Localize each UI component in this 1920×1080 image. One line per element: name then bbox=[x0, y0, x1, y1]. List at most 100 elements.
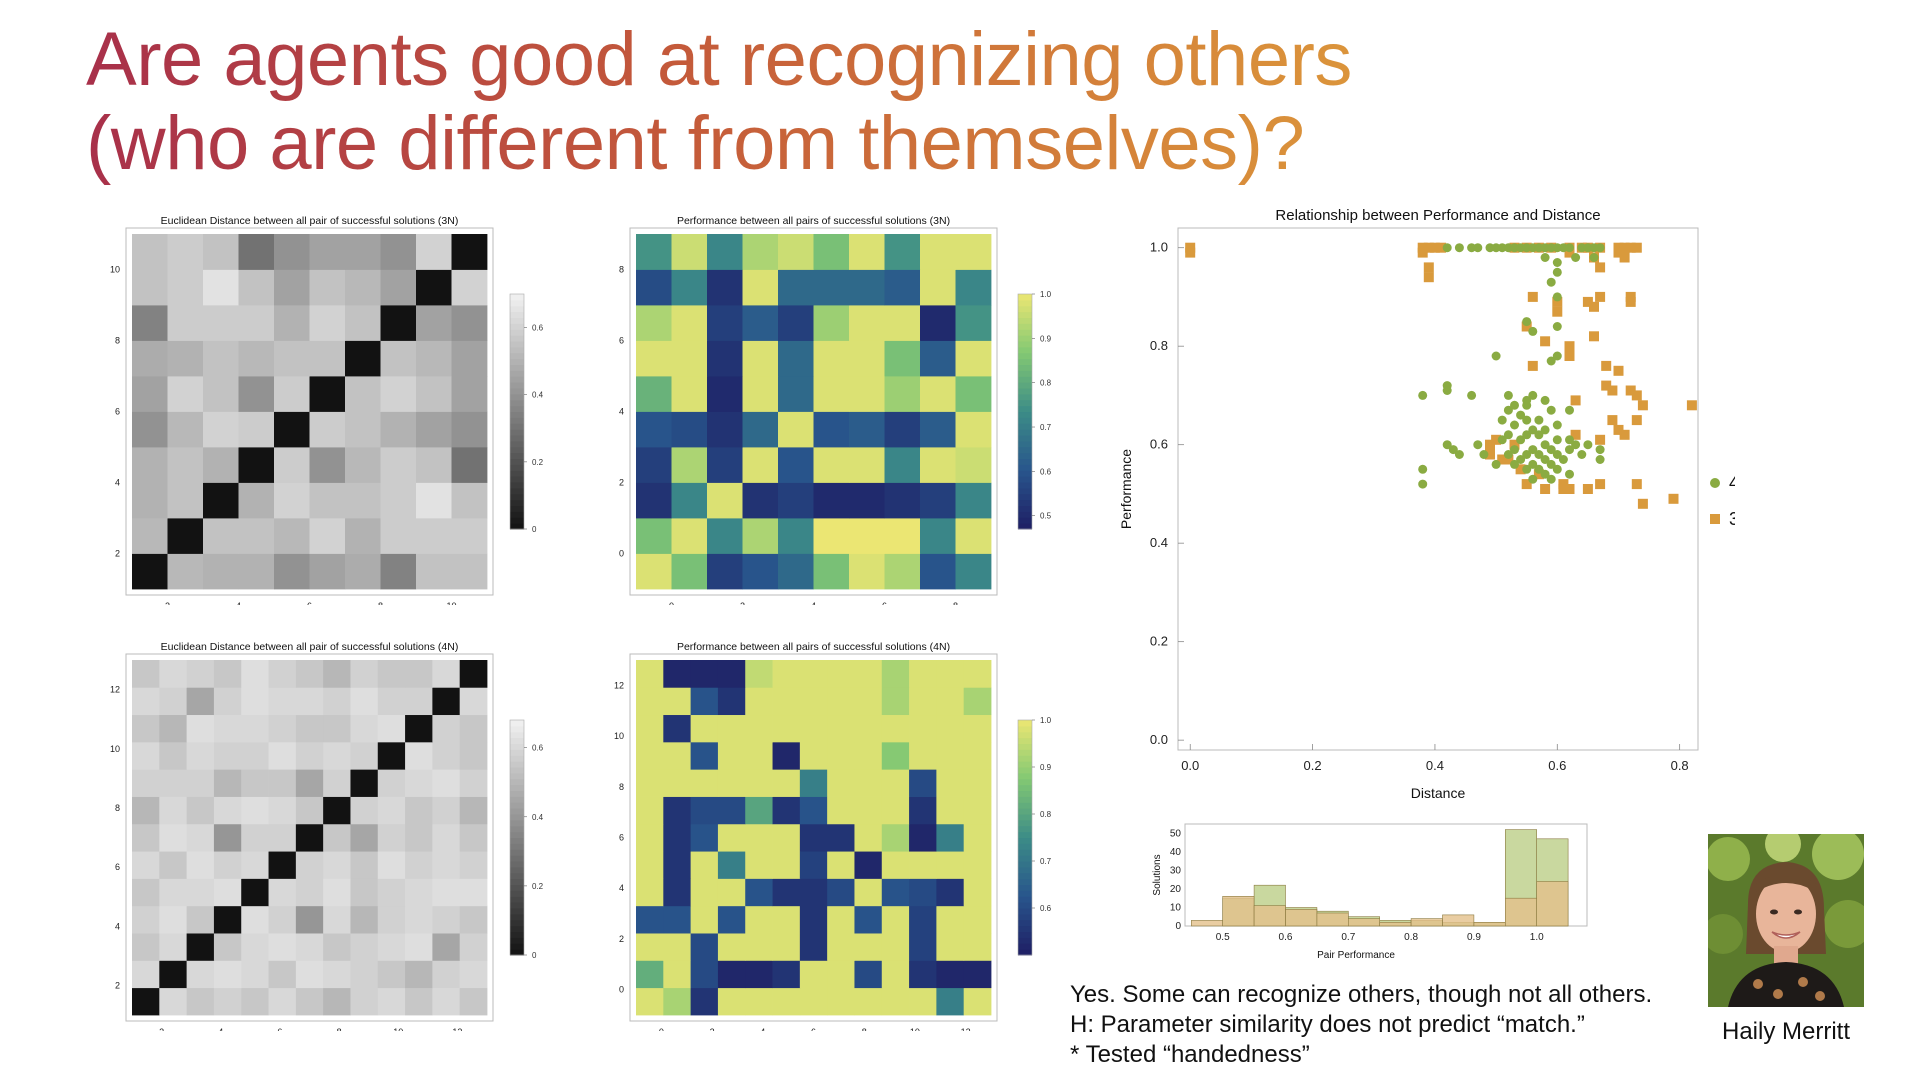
heatmap-cell bbox=[881, 933, 910, 961]
heatmap-cell bbox=[241, 933, 269, 961]
colorbar-tick-label: 1.0 bbox=[1040, 716, 1052, 725]
heatmap-cell bbox=[405, 687, 433, 716]
heatmap-cell bbox=[238, 234, 275, 270]
heatmap-performance-4n: Performance between all pairs of success… bbox=[614, 641, 1052, 1037]
colorbar-segment bbox=[1018, 364, 1032, 371]
colorbar-segment bbox=[510, 796, 524, 803]
colorbar-segment bbox=[1018, 825, 1032, 833]
heatmap-cell bbox=[920, 234, 956, 270]
colorbar-tick-label: 0.9 bbox=[1040, 763, 1052, 772]
heatmap-cell bbox=[909, 796, 937, 825]
scatter-x-label: Distance bbox=[1411, 785, 1466, 801]
heatmap-cell bbox=[849, 340, 885, 377]
heatmap-cell bbox=[459, 987, 488, 1016]
heatmap-frame bbox=[629, 653, 998, 1022]
scatter-point-3n bbox=[1589, 301, 1599, 312]
heatmap-cell bbox=[405, 823, 433, 852]
heatmap-cell bbox=[955, 447, 992, 483]
colorbar-segment bbox=[1018, 511, 1032, 518]
heatmap-cell bbox=[132, 851, 160, 879]
colorbar-segment bbox=[510, 755, 524, 762]
heatmap-cell bbox=[920, 411, 956, 448]
heatmap-cell bbox=[936, 769, 965, 797]
heatmap-cell bbox=[323, 878, 351, 907]
colorbar-segment bbox=[1018, 843, 1032, 850]
heatmap-distance-3n-panel: Euclidean Distance between all pair of s… bbox=[110, 210, 570, 611]
heatmap-cell bbox=[186, 714, 215, 743]
heatmap-cell bbox=[268, 851, 297, 879]
scatter-y-tick: 0.0 bbox=[1150, 732, 1168, 747]
colorbar-segment bbox=[1018, 755, 1032, 762]
heatmap-cell bbox=[884, 376, 921, 412]
scatter-point-4n bbox=[1571, 253, 1581, 262]
heatmap-cell bbox=[167, 518, 204, 554]
heatmap-cell bbox=[323, 714, 351, 743]
colorbar-segment bbox=[1018, 720, 1032, 727]
heatmap-cell bbox=[323, 769, 351, 797]
heatmap-cell bbox=[405, 660, 433, 688]
scatter-point-4n bbox=[1503, 430, 1513, 440]
colorbar-segment bbox=[510, 784, 524, 792]
scatter-point-3n bbox=[1564, 484, 1575, 494]
histogram-x-tick: 0.8 bbox=[1404, 932, 1418, 943]
colorbar-segment bbox=[510, 749, 524, 756]
heatmap-cell bbox=[636, 823, 664, 852]
heatmap-cell bbox=[849, 447, 885, 483]
colorbar-segment bbox=[1018, 849, 1032, 856]
heatmap-cell bbox=[690, 878, 719, 907]
heatmap-cell bbox=[772, 851, 801, 879]
heatmap-cell bbox=[717, 769, 746, 797]
scatter-point-4n bbox=[1503, 390, 1513, 400]
heatmap-cell bbox=[772, 660, 801, 688]
scatter-point-3n bbox=[1521, 479, 1532, 490]
heatmap-cell bbox=[309, 234, 346, 270]
colorbar-segment bbox=[510, 802, 524, 809]
heatmap-cell bbox=[159, 933, 188, 961]
heatmap-cell bbox=[309, 553, 346, 590]
histogram-y-tick: 20 bbox=[1170, 884, 1182, 895]
heatmap-cell bbox=[159, 987, 188, 1016]
heatmap-cell bbox=[380, 269, 417, 306]
colorbar-segment bbox=[510, 725, 524, 733]
scatter-point-4n bbox=[1528, 445, 1538, 455]
heatmap-y-tick: 2 bbox=[619, 478, 624, 488]
scatter-point-4n bbox=[1454, 450, 1464, 459]
heatmap-x-tick: 8 bbox=[337, 1027, 342, 1031]
heatmap-cell bbox=[459, 878, 488, 907]
heatmap-cell bbox=[813, 447, 850, 483]
colorbar-segment bbox=[510, 476, 524, 483]
heatmap-cell bbox=[745, 851, 773, 879]
title-line-2: (who are different from themselves)? bbox=[86, 102, 1786, 186]
heatmap-cell bbox=[377, 823, 406, 852]
heatmap-cell bbox=[636, 851, 664, 879]
colorbar-tick-label: 0.6 bbox=[532, 324, 544, 333]
scatter-y-label: Performance bbox=[1118, 449, 1134, 529]
scatter-point-4n bbox=[1534, 464, 1544, 474]
heatmap-cell bbox=[936, 905, 965, 934]
colorbar-segment bbox=[1018, 423, 1032, 430]
heatmap-cell bbox=[295, 741, 324, 770]
heatmap-cell bbox=[745, 823, 773, 852]
heatmap-cell bbox=[849, 305, 885, 341]
heatmap-cell bbox=[345, 269, 381, 306]
colorbar-segment bbox=[1018, 482, 1032, 489]
heatmap-cell bbox=[636, 340, 672, 377]
heatmap-cell bbox=[377, 660, 406, 688]
colorbar-segment bbox=[510, 866, 524, 874]
heatmap-cell bbox=[451, 411, 488, 448]
heatmap-cell bbox=[884, 447, 921, 483]
colorbar-segment bbox=[1018, 837, 1032, 844]
scatter-point-3n bbox=[1595, 262, 1606, 273]
scatter-point-4n bbox=[1534, 415, 1544, 425]
heatmap-cell bbox=[663, 660, 692, 688]
scatter-point-4n bbox=[1503, 450, 1513, 459]
heatmap-cell bbox=[238, 305, 275, 341]
scatter-point-3n bbox=[1625, 385, 1636, 396]
heatmap-title: Euclidean Distance between all pair of s… bbox=[161, 215, 459, 227]
heatmap-cell bbox=[432, 823, 461, 852]
heatmap-cell bbox=[167, 269, 204, 306]
heatmap-performance-4n-panel: Performance between all pairs of success… bbox=[600, 636, 1060, 1037]
heatmap-cell bbox=[636, 769, 664, 797]
scatter-point-4n bbox=[1552, 464, 1562, 474]
scatter-point-3n bbox=[1570, 429, 1581, 440]
